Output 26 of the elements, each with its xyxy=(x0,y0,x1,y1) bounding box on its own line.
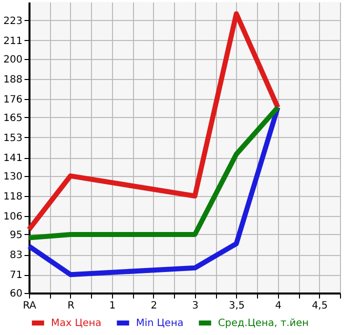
y-tick-label: 188 xyxy=(3,74,22,86)
y-tick-label: 141 xyxy=(3,153,22,164)
x-tick-label: 2 xyxy=(150,300,158,312)
y-tick-label: 200 xyxy=(3,54,22,66)
x-tick-label: RA xyxy=(22,300,36,312)
y-tick-label: 118 xyxy=(3,192,22,202)
x-tick-label: 3,5 xyxy=(228,300,245,312)
y-tick-label: 153 xyxy=(3,132,22,144)
y-tick-label: 165 xyxy=(3,112,22,124)
y-tick-label: 223 xyxy=(3,16,22,27)
y-tick-label: 106 xyxy=(3,212,22,223)
legend-label: Сред.Цена, т.йен xyxy=(218,318,309,329)
x-tick-label: 3 xyxy=(192,300,199,312)
x-tick-label: 4 xyxy=(275,300,282,312)
y-tick-label: 211 xyxy=(3,36,22,47)
y-tick-label: 130 xyxy=(3,171,22,182)
y-tick-label: 176 xyxy=(3,94,22,106)
legend-label: Max Цена xyxy=(51,318,102,329)
legend-label: Min Цена xyxy=(136,318,184,329)
y-tick-label: 95 xyxy=(10,230,22,241)
y-tick-label: 83 xyxy=(10,250,22,262)
x-tick-label: 4,5 xyxy=(312,300,328,312)
y-tick-label: 60 xyxy=(10,288,22,300)
x-tick-label: 1 xyxy=(109,300,116,312)
y-tick-label: 71 xyxy=(10,270,22,282)
x-tick-label: R xyxy=(67,300,74,312)
